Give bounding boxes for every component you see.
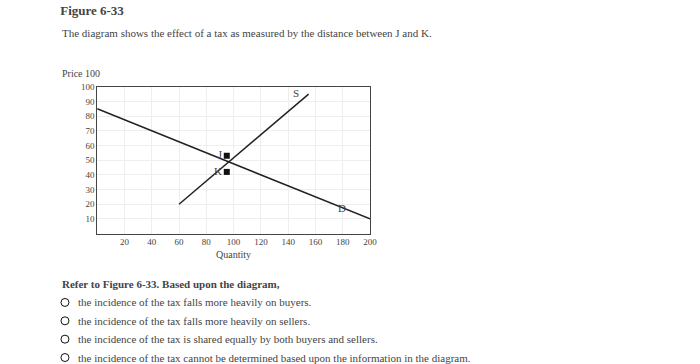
svg-text:the incidence of the tax falls: the incidence of the tax falls more heav… [78, 296, 312, 308]
svg-text:200: 200 [363, 237, 377, 247]
svg-text:140: 140 [281, 237, 295, 247]
svg-text:40: 40 [147, 237, 157, 247]
svg-text:70: 70 [85, 126, 95, 136]
svg-text:20: 20 [120, 237, 130, 247]
svg-text:90: 90 [85, 97, 95, 107]
svg-text:Quantity: Quantity [216, 249, 251, 260]
svg-text:30: 30 [85, 185, 95, 195]
svg-text:50: 50 [85, 155, 95, 165]
svg-text:S: S [293, 87, 299, 99]
svg-text:160: 160 [309, 237, 323, 247]
svg-text:180: 180 [336, 237, 350, 247]
svg-text:Figure 6-33: Figure 6-33 [60, 3, 124, 18]
svg-text:20: 20 [85, 199, 95, 209]
svg-text:the incidence of the tax canno: the incidence of the tax cannot be deter… [78, 352, 471, 364]
svg-text:100: 100 [227, 237, 241, 247]
svg-text:Price 100: Price 100 [62, 68, 100, 79]
svg-text:120: 120 [254, 237, 268, 247]
svg-text:80: 80 [85, 111, 95, 121]
svg-text:60: 60 [85, 141, 95, 151]
svg-text:Refer to Figure 6-33. Based up: Refer to Figure 6-33. Based upon the dia… [62, 278, 280, 290]
svg-text:the incidence of the tax falls: the incidence of the tax falls more heav… [78, 315, 310, 327]
svg-text:10: 10 [85, 214, 95, 224]
svg-text:K: K [214, 165, 222, 177]
svg-text:80: 80 [202, 237, 212, 247]
svg-text:40: 40 [85, 170, 95, 180]
svg-text:The diagram shows the effect o: The diagram shows the effect of a tax as… [62, 27, 432, 39]
svg-text:the incidence of the tax is sh: the incidence of the tax is shared equal… [78, 333, 378, 345]
svg-text:D: D [338, 202, 346, 214]
svg-text:60: 60 [175, 237, 185, 247]
svg-text:J: J [218, 149, 223, 161]
svg-text:100: 100 [81, 82, 95, 92]
